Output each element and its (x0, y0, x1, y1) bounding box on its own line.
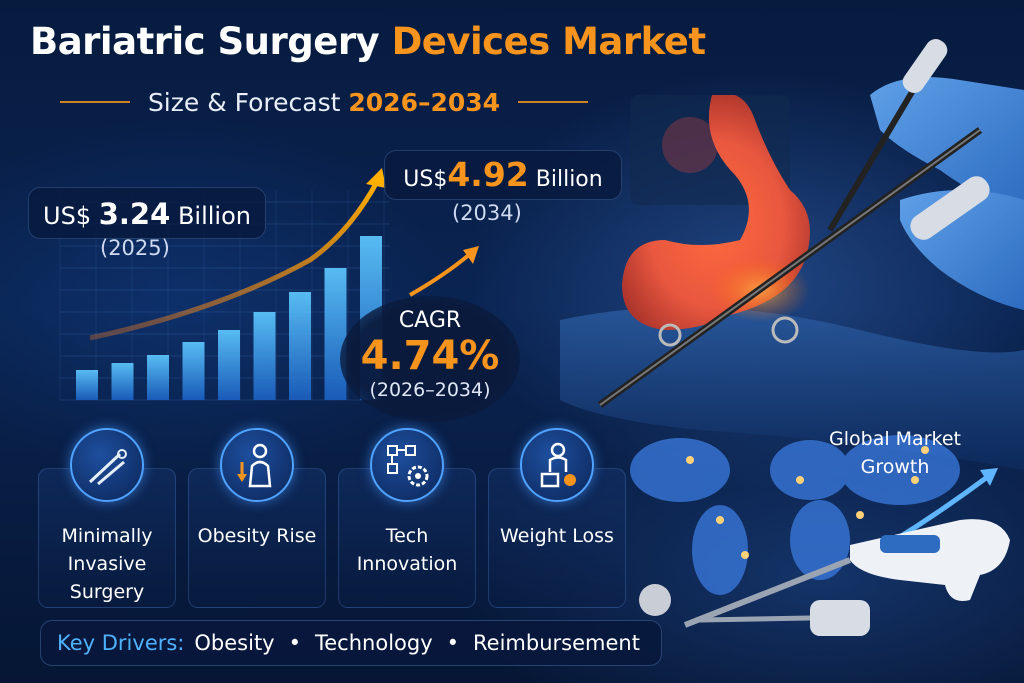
title-accent: Devices Market (391, 20, 706, 63)
stapler-device (850, 519, 1010, 601)
key-driver-item: Reimbursement (473, 631, 640, 655)
chart-bar (289, 292, 311, 400)
chart-bar (218, 330, 240, 400)
driver-minimally-invasive: Minimally Invasive Surgery (38, 428, 176, 608)
subtitle-rule-left (59, 101, 130, 103)
trend-arrow (89, 178, 381, 341)
cagr-label: CAGR (398, 308, 462, 333)
value-2034-unit: Billion (535, 167, 603, 192)
value-2025-number: 3.24 (98, 197, 171, 231)
driver-label: Weight Loss (500, 525, 614, 547)
laparoscopic-tool-icon (70, 428, 144, 502)
trocar-device (810, 600, 870, 636)
chart-bar (111, 363, 134, 400)
key-driver-item: Obesity (194, 631, 275, 655)
separator-dot: • (288, 631, 301, 655)
trend-arrow-head (366, 168, 386, 188)
title-main: Bariatric Surgery (30, 20, 380, 63)
driver-label: Minimally Invasive Surgery (61, 525, 153, 603)
driver-obesity-rise: Obesity Rise (188, 428, 326, 608)
value-2025-prefix: US$ (43, 202, 92, 230)
global-market-growth-label: Global Market Growth (829, 428, 961, 478)
chart-bar (76, 370, 98, 400)
chart-bar (147, 355, 169, 400)
scale-weight-icon (520, 428, 594, 502)
value-2034-prefix: US$ (403, 167, 448, 192)
page-title: Bariatric Surgery Devices Market (30, 20, 706, 63)
driver-label: Obesity Rise (197, 525, 317, 547)
driver-label: Tech Innovation (356, 525, 458, 575)
subtitle-main: Size & Forecast (147, 87, 341, 117)
key-drivers-bar: Key Drivers: Obesity • Technology • Reim… (40, 620, 662, 666)
chart-bar (253, 312, 276, 400)
port-device (639, 584, 671, 616)
cagr-value: 4.74% (360, 333, 500, 379)
key-drivers-label: Key Drivers: (57, 631, 185, 655)
year-2025: (2025) (100, 236, 170, 260)
value-2025-box: US$ 3.24 Billion (28, 187, 266, 239)
value-2034-number: 4.92 (447, 155, 529, 194)
subtitle: Size & Forecast 2026–2034 (148, 88, 500, 117)
gear-network-icon (370, 428, 444, 502)
subtitle-accent: 2026–2034 (348, 87, 501, 117)
glove-upper (870, 77, 1024, 210)
cagr-period: (2026–2034) (369, 379, 491, 401)
value-2034-box: US$4.92 Billion (384, 150, 622, 200)
value-2025-unit: Billion (177, 202, 251, 230)
key-driver-item: Technology (315, 631, 433, 655)
chart-bar (182, 342, 205, 400)
driver-tech-innovation: Tech Innovation (338, 428, 476, 608)
cagr-badge: CAGR 4.74% (2026–2034) (340, 296, 520, 422)
subtitle-row: Size & Forecast 2026–2034 (34, 85, 614, 119)
value-2025: US$ 3.24 Billion (29, 188, 265, 242)
person-obesity-icon (220, 428, 294, 502)
driver-weight-loss: Weight Loss (488, 428, 626, 608)
subtitle-rule-right (518, 101, 589, 103)
year-2034: (2034) (452, 201, 522, 225)
map-markers (686, 446, 959, 564)
value-2034: US$4.92 Billion (385, 151, 621, 204)
cagr-arrow (409, 246, 479, 297)
separator-dot: • (446, 631, 460, 655)
